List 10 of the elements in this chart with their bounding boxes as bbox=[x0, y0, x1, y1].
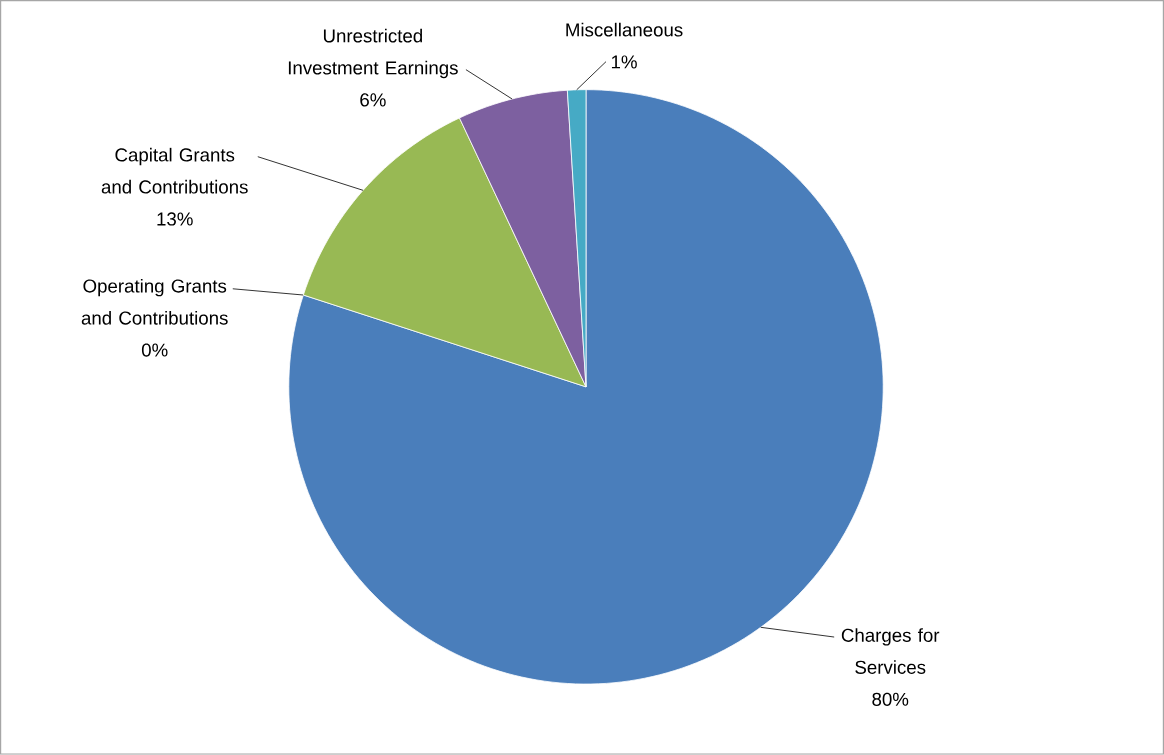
legend-label: Operating Grants and Contributions bbox=[81, 279, 228, 325]
data-label: 6% bbox=[360, 93, 386, 107]
slice-label: Unrestricted Investment Earnings bbox=[288, 28, 458, 79]
slice-label: Charges for Services bbox=[841, 628, 940, 675]
data-label: 1% bbox=[611, 55, 637, 69]
data-label: 80% bbox=[872, 692, 909, 707]
text: 0% bbox=[141, 343, 168, 357]
slice-label: Miscellaneous bbox=[566, 22, 683, 37]
data-label: 13% bbox=[157, 212, 193, 226]
slice-label: Capital Grants and Contributions bbox=[101, 147, 248, 194]
